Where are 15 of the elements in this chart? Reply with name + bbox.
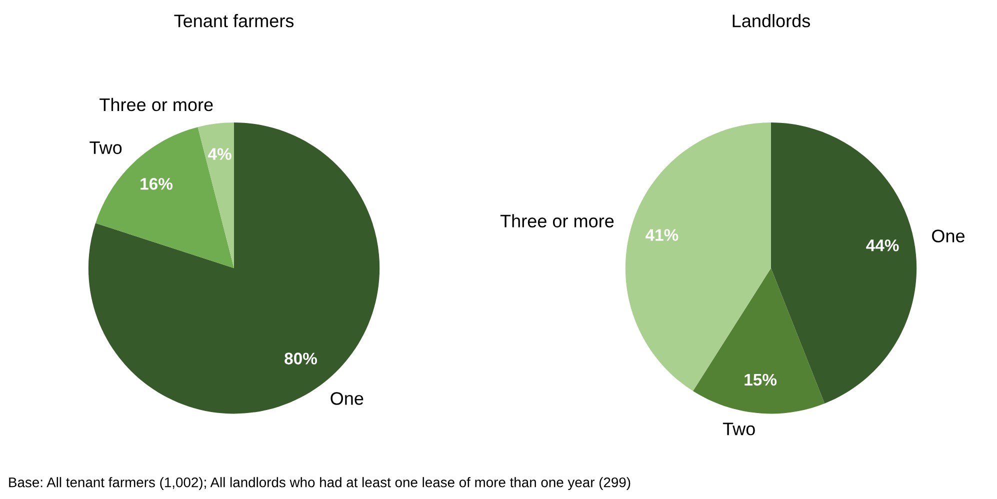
slice-label: Three or more [100, 98, 213, 112]
text: Base: All tenant farmers (1,002); All landlords who had at least one lease of more than one year (299) [9, 477, 630, 490]
chart-title: Landlords [732, 14, 810, 28]
data-label: 15% [744, 374, 777, 386]
data-label: 44% [866, 240, 899, 252]
data-label: 4% [208, 148, 232, 160]
data-label: 80% [284, 352, 317, 364]
slice-label: Two [722, 422, 755, 436]
slice-label: One [932, 230, 965, 242]
data-label: 41% [646, 229, 678, 241]
slice-label: Three or more [500, 214, 614, 228]
slice-label: One [330, 392, 364, 405]
chart-title: Tenant farmers [174, 14, 294, 28]
data-label: 16% [140, 178, 172, 190]
slice-label: Two [90, 141, 122, 154]
